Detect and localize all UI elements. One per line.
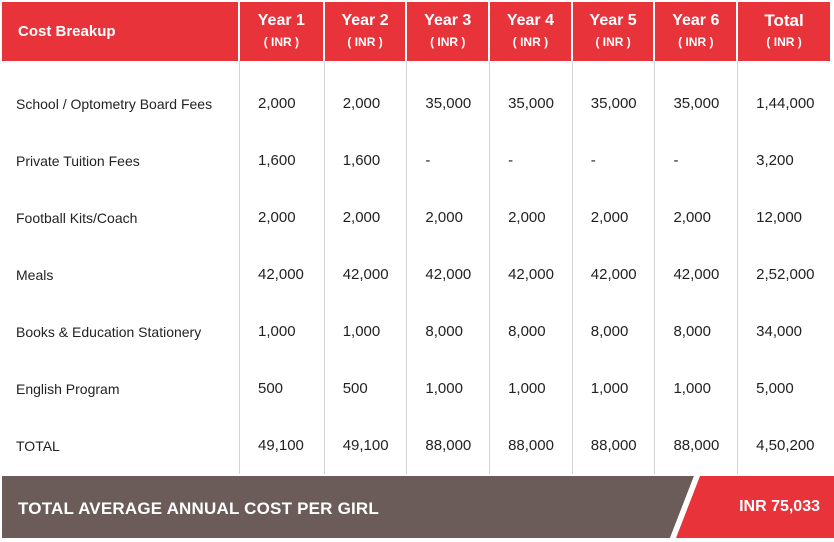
table-cell: 2,000	[325, 61, 408, 132]
cost-breakup-table: Cost Breakup Year 1 ( INR ) Year 2 ( INR )…	[2, 2, 830, 474]
table-cell: 1,000	[573, 360, 656, 417]
column-header-label: Year 2	[341, 12, 389, 29]
table-cell: 500	[240, 360, 325, 417]
column-header-unit: ( INR )	[512, 35, 549, 49]
row-label: Private Tuition Fees	[2, 132, 240, 189]
footer-label: TOTAL AVERAGE ANNUAL COST PER GIRL	[18, 499, 379, 518]
table-cell-total: 34,000	[756, 323, 803, 340]
table-cell: 35,000	[573, 61, 656, 132]
column-header-year-5: Year 5 ( INR )	[572, 2, 656, 61]
column-header-unit: ( INR )	[430, 35, 466, 49]
column-header-year-2: Year 2 ( INR )	[324, 2, 408, 61]
table-cell: 2,000	[490, 189, 573, 246]
column-header-unit: ( INR )	[595, 35, 631, 49]
table-cell: 2,000	[407, 189, 491, 246]
table-cell: 2,000	[573, 189, 656, 246]
table-cell: 88,000	[490, 417, 573, 474]
table-cell: 1,000	[325, 303, 408, 360]
footer-white-gap	[670, 476, 700, 538]
footer-banner: TOTAL AVERAGE ANNUAL COST PER GIRL INR 7…	[2, 476, 834, 538]
column-header-label: Year 1	[257, 12, 305, 29]
column-header-year-4: Year 4 ( INR )	[490, 2, 573, 61]
table-cell: 2,000	[240, 61, 325, 132]
table-cell: 42,000	[407, 246, 491, 303]
table-cell: 42,000	[490, 246, 573, 303]
table-cell: 88,000	[655, 417, 739, 474]
footer-background	[2, 476, 834, 538]
table-cell: 42,000	[655, 246, 739, 303]
table-cell: 500	[325, 360, 408, 417]
column-header-year-1: Year 1 ( INR )	[240, 2, 325, 61]
footer-value: INR 75,033	[739, 498, 820, 515]
table-cell-total: 5,000	[756, 380, 794, 397]
row-label: Football Kits/Coach	[2, 189, 240, 246]
table-row: School / Optometry Board Fees 2,000 2,00…	[2, 61, 830, 132]
table-cell: -	[407, 132, 491, 189]
column-header-year-3: Year 3 ( INR )	[407, 2, 491, 61]
column-header-total: Total ( INR )	[738, 2, 830, 61]
column-header-label: Total	[764, 11, 804, 30]
table-cell: 1,600	[240, 132, 325, 189]
table-cell: 8,000	[490, 303, 573, 360]
table-cell: 2,000	[655, 189, 739, 246]
row-label: TOTAL	[2, 417, 240, 474]
row-label: Books & Education Stationery	[2, 303, 240, 360]
table-cell: 8,000	[407, 303, 491, 360]
table-cell: 8,000	[655, 303, 739, 360]
column-header-unit: ( INR )	[678, 35, 714, 49]
table-cell: 35,000	[407, 61, 491, 132]
table-row: Football Kits/Coach 2,000 2,000 2,000 2,…	[2, 189, 830, 246]
table-cell: -	[490, 132, 573, 189]
footer-gray-panel	[2, 476, 694, 538]
row-label: Meals	[2, 246, 240, 303]
table-cell: 42,000	[573, 246, 656, 303]
row-label: English Program	[2, 360, 240, 417]
footer-red-panel	[676, 476, 834, 538]
column-header-label: Year 5	[589, 12, 637, 29]
column-header-label: Year 4	[506, 12, 554, 29]
table-cell: 49,100	[325, 417, 408, 474]
table-cell: 2,000	[240, 189, 325, 246]
table-cell: -	[655, 132, 739, 189]
table-cell: 42,000	[325, 246, 408, 303]
table-cell: 49,100	[240, 417, 325, 474]
table-cell: -	[573, 132, 656, 189]
row-label: School / Optometry Board Fees	[2, 61, 240, 132]
table-cell-total: 1,44,000	[756, 95, 815, 112]
table-cell: 8,000	[573, 303, 656, 360]
column-header-label: Year 3	[424, 12, 472, 29]
column-header-unit: ( INR )	[766, 35, 802, 49]
table-cell-total: 2,52,000	[756, 266, 815, 283]
table-cell: 1,000	[407, 360, 491, 417]
corner-header: Cost Breakup	[2, 2, 240, 61]
table-cell: 88,000	[407, 417, 491, 474]
table-row: English Program 500 500 1,000 1,000 1,00…	[2, 360, 830, 417]
table-cell: 42,000	[240, 246, 325, 303]
table-cell: 1,000	[655, 360, 739, 417]
table-cell: 35,000	[655, 61, 739, 132]
table-cell-total: 12,000	[756, 209, 803, 226]
table-cell: 2,000	[325, 189, 408, 246]
column-header-unit: ( INR )	[347, 35, 383, 49]
table-cell: 1,000	[240, 303, 325, 360]
table-row: Private Tuition Fees 1,600 1,600 - - - -…	[2, 132, 830, 189]
table-cell-total: 3,200	[756, 152, 794, 169]
table-cell: 88,000	[573, 417, 656, 474]
table-row: Meals 42,000 42,000 42,000 42,000 42,000…	[2, 246, 830, 303]
table-cell: 1,600	[325, 132, 408, 189]
column-header-unit: ( INR )	[263, 35, 300, 49]
header-row: Cost Breakup Year 1 ( INR ) Year 2 ( INR )…	[2, 2, 830, 61]
total-row: TOTAL 49,100 49,100 88,000 88,000 88,000…	[2, 417, 830, 474]
table-cell: 1,000	[490, 360, 573, 417]
table-cell-total: 4,50,200	[756, 437, 815, 454]
table-cell: 35,000	[490, 61, 573, 132]
table-row: Books & Education Stationery 1,000 1,000…	[2, 303, 830, 360]
column-header-label: Year 6	[672, 12, 720, 29]
column-header-year-6: Year 6 ( INR )	[655, 2, 739, 61]
